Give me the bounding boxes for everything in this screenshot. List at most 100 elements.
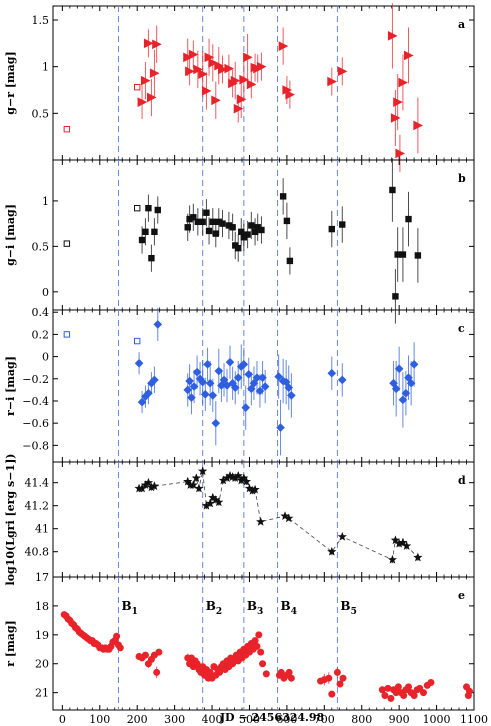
data-point (336, 680, 344, 688)
data-point (398, 537, 408, 547)
data-point (236, 94, 247, 105)
data-point (233, 103, 244, 114)
data-point (201, 86, 212, 96)
y-tick-label: −0.6 (22, 417, 49, 430)
data-point (287, 674, 295, 682)
y-tick-label: −0.2 (22, 373, 49, 386)
y-tick-label: 0.5 (32, 240, 50, 253)
x-tick-label: 0 (59, 713, 66, 726)
data-point (152, 39, 162, 50)
data-point (241, 403, 251, 412)
break-label-sub: 5 (351, 607, 357, 617)
data-point (277, 668, 285, 676)
data-point (413, 552, 423, 562)
data-point (243, 52, 253, 63)
data-point (387, 554, 398, 564)
data-point (389, 186, 396, 194)
data-point (225, 357, 235, 367)
data-point (146, 92, 157, 103)
break-label: B5 (340, 599, 356, 617)
data-point (140, 75, 151, 86)
data-point (262, 670, 270, 678)
data-point (333, 668, 341, 676)
data-point (143, 477, 154, 487)
data-point (239, 473, 249, 483)
open-point (134, 337, 141, 345)
open-point (63, 240, 71, 247)
data-point (188, 480, 198, 489)
data-point (276, 423, 285, 432)
data-point (113, 632, 121, 640)
x-tick-label: 1000 (423, 713, 451, 726)
data-point (257, 648, 265, 656)
panel-frame (52, 576, 475, 711)
data-point (337, 375, 347, 385)
data-point (241, 476, 252, 486)
panel-d: 40.8 41 41.2 41.4 log10(Lgri [erg s−1]) d (4, 454, 475, 586)
break-label-sub: 1 (132, 607, 138, 617)
data-point (427, 679, 435, 687)
data-point (190, 214, 197, 221)
break-label-sub: 2 (216, 607, 222, 617)
data-point (194, 483, 204, 493)
data-point (395, 148, 406, 159)
data-point (405, 215, 412, 223)
break-label: B1 (121, 599, 137, 617)
data-point (287, 391, 296, 400)
data-point (208, 58, 218, 68)
y-tick-label: 19 (35, 629, 49, 642)
data-point (402, 541, 412, 550)
data-point (328, 690, 336, 698)
data-point (284, 513, 294, 523)
data-point (394, 683, 402, 691)
y-tick-label: 18 (35, 600, 49, 613)
data-point (260, 382, 270, 391)
open-point (63, 331, 71, 338)
y-axis-label: log10(Lgri [erg s−1]) (4, 454, 17, 586)
data-point (142, 228, 149, 236)
data-point (144, 388, 153, 398)
data-point (328, 225, 335, 233)
panel-e: 0 100 200 300 400 500 600 700 800 900 1000 1100 17 18… (4, 571, 488, 726)
y-axis-label: r−i [mag] (4, 356, 17, 416)
break-label-sub: 4 (291, 607, 297, 617)
data-point (258, 226, 265, 234)
data-point (145, 204, 152, 212)
data-point (406, 378, 416, 388)
data-point (390, 113, 401, 123)
data-point (285, 668, 293, 676)
data-point (339, 221, 346, 228)
data-point (404, 50, 414, 61)
data-point (211, 418, 221, 428)
data-point (137, 397, 147, 407)
data-point (393, 97, 403, 107)
data-point (143, 38, 154, 49)
data-point (188, 49, 199, 60)
data-point (193, 64, 203, 75)
y-tick-label: 0.2 (32, 328, 50, 341)
panel-letter: c (458, 322, 465, 335)
data-point (339, 674, 347, 682)
x-tick-label: 400 (202, 713, 223, 726)
data-point (212, 230, 219, 237)
data-point (184, 224, 191, 231)
y-axis-label: g−i [mag] (4, 204, 17, 266)
data-point (399, 251, 407, 258)
x-tick-label: 300 (164, 713, 185, 726)
y-tick-label: 20 (35, 658, 49, 671)
data-point (189, 382, 199, 391)
data-point (230, 383, 240, 392)
data-point (255, 631, 263, 639)
x-tick-label: 100 (89, 713, 110, 726)
data-point (219, 220, 226, 227)
data-point (256, 61, 267, 72)
data-point (244, 231, 251, 238)
data-point (199, 218, 206, 226)
data-point (392, 293, 399, 300)
data-point (201, 390, 210, 399)
data-point (394, 251, 401, 258)
data-point (327, 76, 337, 87)
y-tick-label: 1.5 (32, 14, 50, 27)
open-point (63, 126, 71, 133)
data-point (259, 660, 267, 668)
